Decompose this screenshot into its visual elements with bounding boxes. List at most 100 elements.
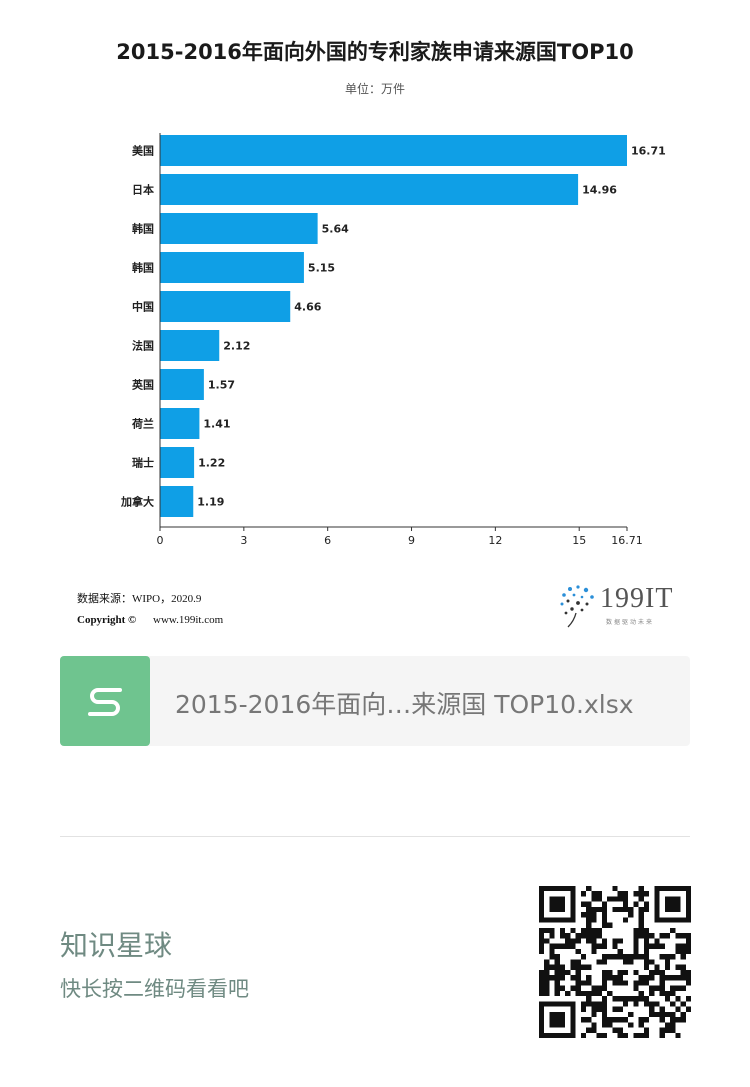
qr-module xyxy=(570,985,576,991)
source-block: 数据来源：WIPO，2020.9 Copyright © www.199it.c… xyxy=(77,589,223,631)
qr-module xyxy=(596,896,602,902)
qr-module xyxy=(575,975,581,981)
qr-module xyxy=(664,1022,671,1028)
qr-module xyxy=(633,901,639,907)
qr-module xyxy=(575,948,581,955)
qr-module xyxy=(549,1001,555,1007)
qr-module xyxy=(586,1027,592,1033)
qr-module xyxy=(549,933,555,939)
qr-module xyxy=(654,896,660,902)
qr-module xyxy=(643,980,650,986)
qr-module xyxy=(643,933,650,939)
qr-module xyxy=(607,922,613,928)
qr-module xyxy=(570,1001,576,1007)
qr-module xyxy=(664,917,671,923)
qr-module xyxy=(670,1001,676,1007)
qr-module xyxy=(591,938,597,944)
qr-module xyxy=(638,896,644,902)
qr-module xyxy=(685,912,691,918)
qr-module xyxy=(612,886,618,892)
qr-module xyxy=(565,990,571,997)
qr-module xyxy=(643,948,650,955)
category-label: 英国 xyxy=(131,378,154,392)
qr-module xyxy=(544,964,550,970)
qr-module xyxy=(580,980,587,986)
qr-module xyxy=(591,917,597,923)
qr-module xyxy=(549,1022,555,1028)
qr-module xyxy=(659,954,665,960)
qr-module xyxy=(685,980,691,986)
qr-module xyxy=(622,980,629,986)
qr-module xyxy=(559,1011,566,1018)
qr-module xyxy=(586,975,592,981)
qr-module xyxy=(675,901,681,907)
qr-module xyxy=(654,938,660,944)
bar xyxy=(160,447,195,478)
qr-module xyxy=(654,912,660,918)
qr-module xyxy=(612,980,618,986)
category-label: 日本 xyxy=(132,183,154,197)
qr-module xyxy=(664,959,671,965)
qr-module xyxy=(670,927,676,934)
qr-module xyxy=(570,1022,576,1028)
qr-module xyxy=(670,985,676,991)
qr-module xyxy=(622,969,629,976)
qr-module xyxy=(685,969,691,976)
qr-module xyxy=(591,985,597,991)
qr-module xyxy=(675,985,681,991)
qr-module xyxy=(601,954,608,960)
qr-module xyxy=(649,959,655,965)
qr-module xyxy=(612,1006,618,1012)
qr-module xyxy=(565,917,571,923)
qr-module xyxy=(617,954,623,960)
qr-module xyxy=(607,1022,613,1028)
qr-module xyxy=(685,975,691,981)
qr-module xyxy=(643,906,650,913)
qr-module xyxy=(549,896,555,902)
qr-module xyxy=(685,917,691,923)
qr-module xyxy=(549,943,555,949)
website-link[interactable]: www.199it.com xyxy=(153,614,224,626)
qr-module xyxy=(559,917,566,923)
qr-module xyxy=(622,906,629,913)
qr-module xyxy=(612,954,618,960)
brand-logo: 199IT 数据驱动未来 xyxy=(556,583,696,629)
qr-module xyxy=(622,917,629,923)
qr-module xyxy=(601,1006,608,1012)
qr-module xyxy=(638,990,644,997)
qr-module xyxy=(654,964,660,970)
qr-module xyxy=(596,990,602,997)
qr-module xyxy=(633,938,639,944)
qr-module xyxy=(680,886,686,892)
qr-module xyxy=(539,896,545,902)
qr-module xyxy=(680,1001,686,1007)
bar xyxy=(160,213,318,244)
qr-module xyxy=(633,954,639,960)
qr-module xyxy=(554,975,560,981)
qr-module xyxy=(643,891,650,897)
qr-module xyxy=(638,1017,644,1023)
qr-module xyxy=(612,996,618,1002)
file-attachment-card[interactable]: 2015-2016年面向…来源国 TOP10.xlsx xyxy=(60,656,690,746)
qr-module xyxy=(591,943,597,949)
qr-module xyxy=(539,943,545,949)
qr-module xyxy=(643,1027,650,1033)
qr-module xyxy=(549,901,555,907)
qr-module xyxy=(539,1011,545,1018)
qr-module xyxy=(575,938,581,944)
qr-module xyxy=(643,901,650,907)
qr-module xyxy=(659,975,665,981)
qr-module xyxy=(539,886,545,892)
qr-module xyxy=(685,933,691,939)
qr-module xyxy=(628,1011,634,1018)
qr-module xyxy=(601,969,608,976)
qr-module xyxy=(591,896,597,902)
qr-module xyxy=(554,990,560,997)
qr-module xyxy=(539,975,545,981)
qr-module xyxy=(654,969,660,976)
qr-module xyxy=(654,906,660,913)
qr-module xyxy=(670,990,676,997)
qr-code-icon[interactable] xyxy=(539,886,691,1038)
qr-module xyxy=(628,906,634,913)
qr-module xyxy=(549,975,555,981)
